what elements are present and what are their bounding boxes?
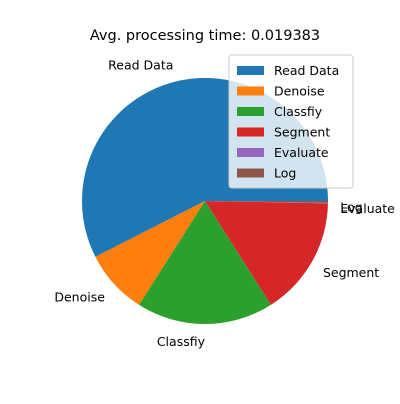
slice-label-denoise: Denoise [54,290,105,305]
pie-slice-evaluate [205,201,328,204]
slice-label-log: Log [340,200,362,215]
legend-swatch-read-data [237,66,264,75]
pie-slice-log [205,201,328,203]
legend-label-denoise: Denoise [274,84,325,99]
legend-label-read-data: Read Data [274,63,339,78]
slice-label-read-data: Read Data [108,57,173,72]
slice-label-segment: Segment [323,265,379,280]
legend-label-log: Log [274,166,296,181]
chart-title: Avg. processing time: 0.019383 [90,28,320,44]
legend-swatch-segment [237,127,264,137]
slice-label-evaluate: Evaluate [340,201,395,216]
legend: Read Data Denoise Classfiy Segment Evaluate L… [228,54,354,189]
legend-label-segment: Segment [274,125,330,140]
legend-swatch-evaluate [237,148,264,157]
legend-swatch-denoise [237,86,264,96]
pie-slice-segment [205,201,328,305]
pie-slice-classfiy [139,201,271,324]
legend-label-classfiy: Classfiy [274,104,323,119]
legend-swatch-log [237,168,264,178]
slice-label-classfiy: Classfiy [157,334,206,349]
slice-labels: Read DataDenoiseClassfiySegmentEvaluateL… [54,57,395,348]
pie-slice-denoise [95,201,205,305]
legend-label-evaluate: Evaluate [274,145,329,160]
legend-swatch-classfiy [237,107,264,116]
